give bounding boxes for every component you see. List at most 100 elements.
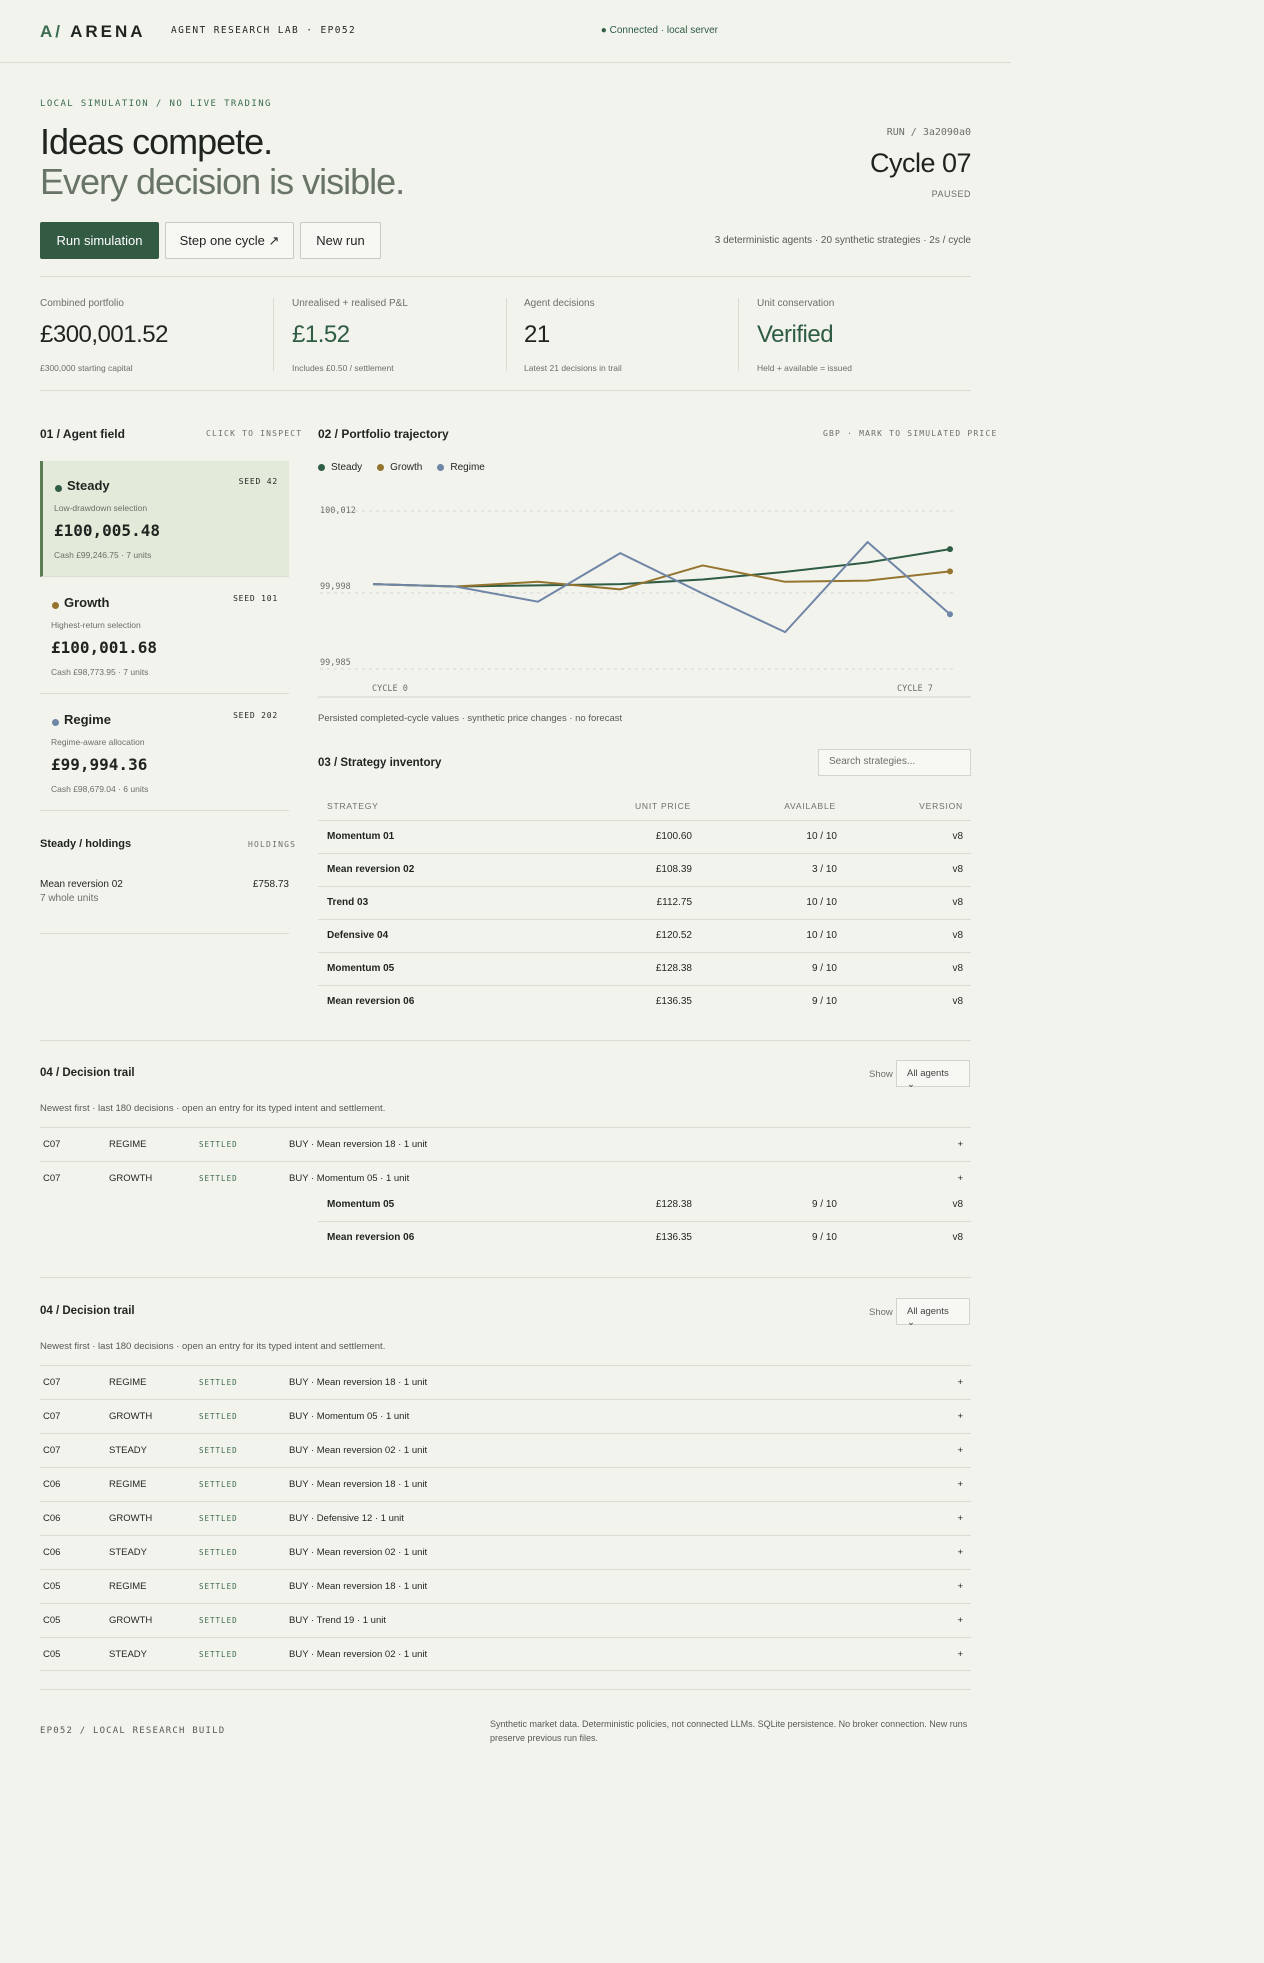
stat-decisions: Agent decisions 21 Latest 21 decisions i… — [524, 298, 622, 373]
run-simulation-button[interactable]: Run simulation — [40, 222, 159, 259]
stat-sub: Held + available = issued — [757, 363, 852, 373]
table-row[interactable]: Momentum 01 £100.60 10 / 10 v8 — [318, 820, 971, 853]
dot-icon — [52, 602, 59, 609]
divider — [506, 298, 507, 371]
agent-amount: £100,005.48 — [54, 521, 160, 540]
agent-filter-select[interactable]: All agents ⌄ — [896, 1298, 970, 1328]
decision-row[interactable]: C05 REGIME SETTLED BUY · Mean reversion 18 … — [40, 1569, 971, 1603]
stat-portfolio: Combined portfolio £300,001.52 £300,000 … — [40, 298, 168, 373]
divider — [738, 298, 739, 371]
new-run-button[interactable]: New run — [300, 222, 381, 259]
agent-seed: SEED 101 — [233, 594, 278, 603]
legend-item: Steady — [318, 462, 362, 473]
stat-sub: Includes £0.50 / settlement — [292, 363, 394, 373]
search-input[interactable]: Search strategies... — [818, 749, 971, 776]
expand-icon[interactable]: + — [957, 1173, 963, 1184]
expand-icon[interactable]: + — [957, 1377, 963, 1388]
divider — [40, 1040, 971, 1041]
agent-seed: SEED 42 — [238, 477, 278, 486]
agent-cash: Cash £99,246.75 · 7 units — [54, 550, 152, 560]
lab-label: AGENT RESEARCH LAB · EP052 — [171, 25, 357, 36]
expand-icon[interactable]: + — [957, 1411, 963, 1422]
trail-title: 04 / Decision trail — [40, 1305, 135, 1317]
series-line-growth — [372, 564, 951, 591]
stat-value: £300,001.52 — [40, 321, 168, 348]
divider — [273, 298, 274, 371]
table-row[interactable]: Momentum 05 £128.38 9 / 10 v8 — [327, 1199, 963, 1210]
cycle-label: Cycle 07 — [869, 148, 972, 178]
decision-row[interactable]: C07 REGIME SETTLED BUY · Mean reversion 18 … — [40, 1127, 971, 1161]
decision-row[interactable]: C06 REGIME SETTLED BUY · Mean reversion 18 … — [40, 1467, 971, 1501]
table-row[interactable]: Trend 03 £112.75 10 / 10 v8 — [318, 886, 971, 919]
expand-icon[interactable]: + — [957, 1649, 963, 1660]
legend-item: Growth — [377, 462, 422, 473]
decision-row[interactable]: C07 GROWTH SETTLED BUY · Momentum 05 · 1 un… — [40, 1399, 971, 1433]
stat-value: 21 — [524, 321, 550, 348]
hero-eyebrow: LOCAL SIMULATION / NO LIVE TRADING — [40, 99, 272, 109]
table-row[interactable]: Mean reversion 06 £136.35 9 / 10 v8 — [318, 985, 971, 1018]
holding-name: Mean reversion 02 — [40, 879, 123, 890]
stat-label: Agent decisions — [524, 298, 595, 309]
portfolio-chart: 100,012 99,998 99,985 CYCLE 0 CYCLE 7 — [318, 506, 971, 698]
footer-note: Synthetic market data. Deterministic pol… — [490, 1719, 968, 1743]
agent-name: Growth — [64, 595, 110, 610]
agent-name: Regime — [64, 712, 111, 727]
agent-card-growth[interactable]: Growth SEED 101 Highest-return selection… — [40, 578, 289, 694]
decision-row[interactable]: C07 STEADY SETTLED BUY · Mean reversion 02 … — [40, 1433, 971, 1467]
inventory-title: 03 / Strategy inventory — [318, 757, 442, 769]
hero-title-line1: Ideas compete. — [40, 121, 273, 162]
decision-row[interactable]: C05 GROWTH SETTLED BUY · Trend 19 · 1 unit + — [40, 1603, 971, 1637]
step-cycle-button[interactable]: Step one cycle ↗ — [165, 222, 294, 259]
expand-icon[interactable]: + — [957, 1139, 963, 1150]
table-row[interactable]: Mean reversion 06 £136.35 9 / 10 v8 — [318, 1221, 971, 1254]
stat-value: Verified — [757, 321, 834, 348]
series-line-regime — [372, 541, 951, 634]
trail-note: Newest first · last 180 decisions · open… — [40, 1341, 386, 1352]
expand-icon[interactable]: + — [957, 1479, 963, 1490]
dot-icon — [52, 719, 59, 726]
holding-value: £758.73 — [252, 879, 289, 890]
expand-icon[interactable]: + — [957, 1513, 963, 1524]
logo[interactable]: A/ ARENA — [40, 22, 146, 41]
footer-left: EP052 / LOCAL RESEARCH BUILD — [40, 1726, 226, 1736]
expand-icon[interactable]: + — [957, 1445, 963, 1456]
decision-row[interactable]: C06 STEADY SETTLED BUY · Mean reversion 02 … — [40, 1535, 971, 1569]
top-bar: A/ ARENA AGENT RESEARCH LAB · EP052 ● Co… — [0, 0, 1011, 63]
run-id: RUN / 3a2090a0 — [886, 127, 971, 138]
agent-card-steady[interactable]: Steady SEED 42 Low-drawdown selection £1… — [40, 461, 289, 577]
stat-sub: £300,000 starting capital — [40, 363, 133, 373]
agent-card-regime[interactable]: Regime SEED 202 Regime-aware allocation … — [40, 695, 289, 811]
dot-icon — [55, 485, 62, 492]
run-meta: 3 deterministic agents · 20 synthetic st… — [714, 235, 971, 246]
decision-row[interactable]: C06 GROWTH SETTLED BUY · Defensive 12 · 1 u… — [40, 1501, 971, 1535]
divider — [40, 933, 289, 934]
agent-cash: Cash £98,679.04 · 6 units — [51, 784, 149, 794]
col-header[interactable]: STRATEGY — [327, 801, 379, 811]
table-row[interactable]: Mean reversion 02 £108.39 3 / 10 v8 — [318, 853, 971, 886]
agent-amount: £100,001.68 — [51, 638, 157, 657]
expand-icon[interactable]: + — [957, 1581, 963, 1592]
agent-field-title: 01 / Agent field — [40, 427, 125, 441]
col-header[interactable]: AVAILABLE — [784, 801, 836, 811]
holding-item[interactable]: Mean reversion 02 7 whole units £758.73 — [40, 879, 289, 904]
agent-desc: Highest-return selection — [51, 620, 141, 630]
divider — [40, 1689, 971, 1690]
agent-filter-select[interactable]: All agents ⌄ — [896, 1060, 970, 1090]
decision-row[interactable]: C07 GROWTH SETTLED BUY · Momentum 05 · 1 un… — [40, 1161, 971, 1195]
expand-icon[interactable]: + — [957, 1547, 963, 1558]
col-header[interactable]: VERSION — [919, 801, 963, 811]
chart-caption: Persisted completed-cycle values · synth… — [318, 713, 623, 724]
chart-title: 02 / Portfolio trajectory — [318, 427, 449, 441]
table-row[interactable]: Defensive 04 £120.52 10 / 10 v8 — [318, 919, 971, 952]
x-tick-label: CYCLE 7 — [897, 684, 933, 694]
show-label: Show — [869, 1307, 893, 1318]
show-label: Show — [869, 1069, 893, 1080]
decision-row[interactable]: C07 REGIME SETTLED BUY · Mean reversion 18 … — [40, 1365, 971, 1399]
legend-item: Regime — [437, 462, 485, 473]
table-row[interactable]: Momentum 05 £128.38 9 / 10 v8 — [318, 952, 971, 985]
col-header[interactable]: UNIT PRICE — [634, 801, 691, 811]
chart-tag: GBP · MARK TO SIMULATED PRICE — [823, 429, 998, 438]
decision-row[interactable]: C05 STEADY SETTLED BUY · Mean reversion 02 … — [40, 1637, 971, 1671]
x-tick-label: CYCLE 0 — [372, 684, 408, 694]
expand-icon[interactable]: + — [957, 1615, 963, 1626]
